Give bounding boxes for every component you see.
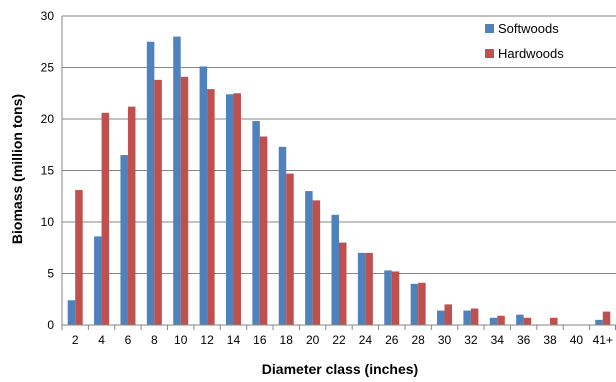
bar-softwoods-2 <box>67 300 76 325</box>
bar-softwoods-32 <box>463 310 471 325</box>
x-tick-label: 28 <box>411 333 425 347</box>
bar-hardwoods-16 <box>259 136 268 325</box>
x-tick-label: 2 <box>72 333 79 347</box>
y-tick-label: 15 <box>41 164 55 178</box>
bar-hardwoods-30 <box>444 304 453 325</box>
bar-softwoods-4 <box>94 236 102 325</box>
x-tick-label: 26 <box>385 333 399 347</box>
x-tick-label: 41+ <box>593 333 613 347</box>
bar-hardwoods-18 <box>286 173 294 325</box>
bar-hardwoods-36 <box>523 317 532 325</box>
bar-hardwoods-22 <box>339 242 347 325</box>
bar-hardwoods-26 <box>391 271 400 325</box>
bar-softwoods-24 <box>357 252 366 325</box>
x-tick-label: 34 <box>491 333 505 347</box>
bar-softwoods-28 <box>410 283 419 325</box>
x-axis-title: Diameter class (inches) <box>262 361 418 377</box>
bar-hardwoods-6 <box>127 106 136 325</box>
bar-hardwoods-38 <box>550 317 558 325</box>
y-axis-title: Biomass (million tons) <box>9 94 25 244</box>
bar-softwoods-10 <box>173 36 181 325</box>
bar-softwoods-6 <box>120 155 128 325</box>
bar-softwoods-14 <box>225 94 234 325</box>
bar-hardwoods-20 <box>312 200 321 325</box>
bar-softwoods-30 <box>437 310 445 325</box>
legend-swatch-hardwoods <box>485 49 494 58</box>
x-tick-label: 10 <box>174 333 188 347</box>
x-tick-label: 14 <box>227 333 241 347</box>
bar-hardwoods-8 <box>154 79 162 325</box>
bar-softwoods-18 <box>278 146 287 325</box>
x-tick-label: 38 <box>543 333 557 347</box>
x-tick-labels: 2 4 6 8 10 12 14 16 18 20 22 24 26 28 30 32 34 36 38 40 41+ <box>72 333 613 347</box>
bar-hardwoods-10 <box>180 76 189 326</box>
bar-hardwoods-34 <box>497 315 505 325</box>
y-tick-label: 0 <box>47 318 54 332</box>
bar-hardwoods-14 <box>233 93 241 325</box>
legend-label-hardwoods: Hardwoods <box>498 46 564 61</box>
bar-hardwoods-2 <box>75 190 83 325</box>
bar-hardwoods-4 <box>101 112 110 325</box>
bar-softwoods-41+ <box>595 319 603 325</box>
bars <box>67 36 611 326</box>
bar-softwoods-8 <box>146 41 155 325</box>
bar-softwoods-34 <box>489 317 498 325</box>
y-tick-label: 20 <box>41 112 55 126</box>
bar-softwoods-12 <box>199 66 208 325</box>
bar-hardwoods-24 <box>365 252 373 325</box>
legend-swatch-softwoods <box>485 24 494 33</box>
x-tick-label: 36 <box>517 333 531 347</box>
x-tick-label: 6 <box>125 333 132 347</box>
axes <box>61 16 616 330</box>
x-tick-label: 30 <box>438 333 452 347</box>
y-tick-label: 30 <box>41 9 55 23</box>
legend: Softwoods Hardwoods <box>485 21 564 61</box>
x-tick-label: 40 <box>570 333 584 347</box>
y-tick-label: 25 <box>41 61 55 75</box>
x-tick-label: 12 <box>200 333 214 347</box>
bar-softwoods-22 <box>331 214 339 325</box>
bar-softwoods-36 <box>516 314 524 325</box>
x-tick-label: 18 <box>280 333 294 347</box>
x-tick-label: 8 <box>151 333 158 347</box>
y-tick-labels: 0 5 10 15 20 25 30 <box>41 9 55 332</box>
x-tick-label: 20 <box>306 333 320 347</box>
y-tick-label: 5 <box>47 267 54 281</box>
legend-label-softwoods: Softwoods <box>498 21 559 36</box>
y-tick-label: 10 <box>41 215 55 229</box>
bar-softwoods-26 <box>384 270 392 325</box>
bar-hardwoods-12 <box>207 89 215 325</box>
x-tick-label: 22 <box>332 333 346 347</box>
x-tick-label: 32 <box>464 333 478 347</box>
x-tick-label: 4 <box>98 333 105 347</box>
bar-softwoods-20 <box>305 191 313 325</box>
bar-hardwoods-41+ <box>602 311 611 325</box>
bar-hardwoods-28 <box>418 282 426 325</box>
x-tick-label: 24 <box>359 333 373 347</box>
x-tick-label: 16 <box>253 333 267 347</box>
bar-hardwoods-32 <box>470 308 479 325</box>
bar-softwoods-16 <box>252 121 260 325</box>
